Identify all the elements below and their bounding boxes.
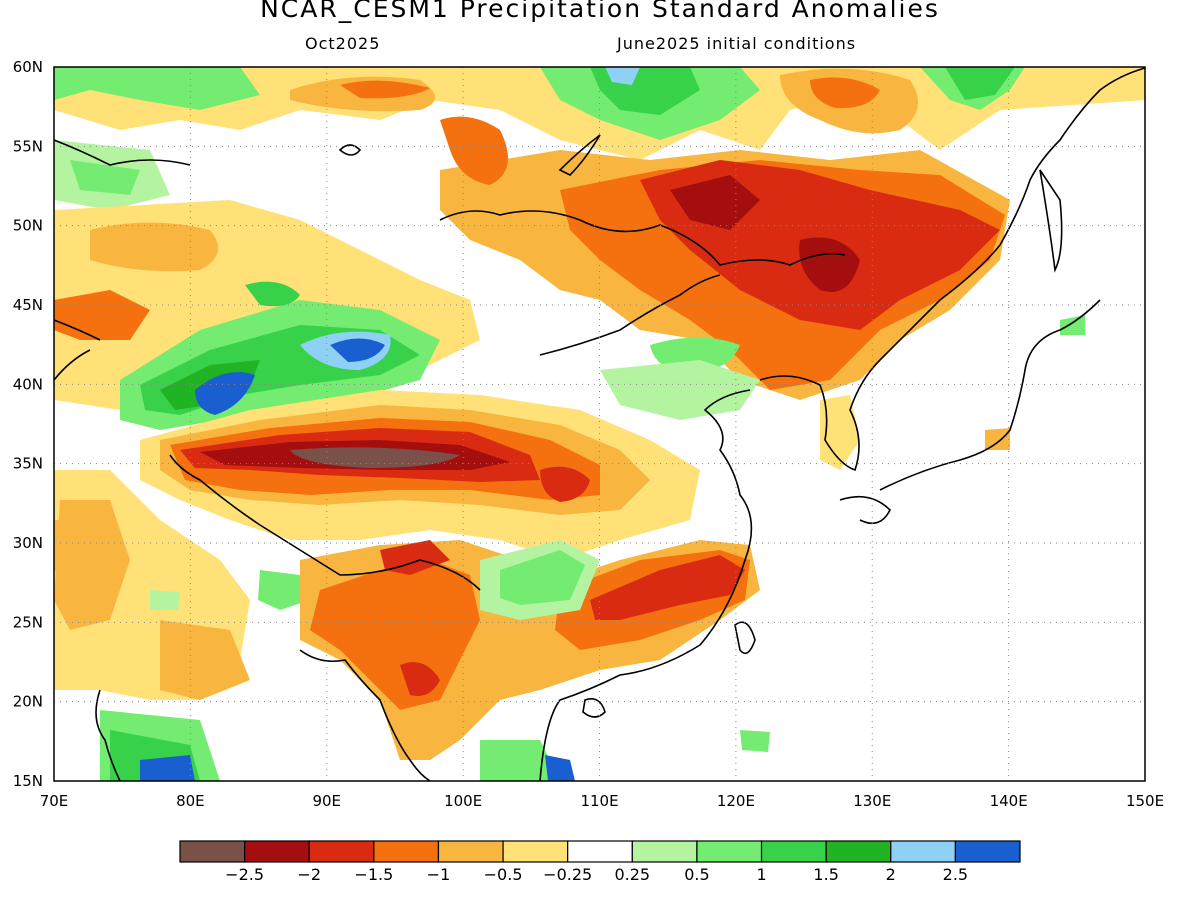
colorbar-swatch (179, 840, 246, 863)
colorbar-label: 1 (756, 865, 766, 884)
longitude-label: 110E (580, 792, 618, 810)
colorbar-label: −0.5 (484, 865, 523, 884)
colorbar-label: −2 (297, 865, 321, 884)
latitude-label: 50N (13, 217, 43, 235)
map-title: NCAR_CESM1 Precipitation Standard Anomal… (260, 0, 940, 23)
coastlines (54, 67, 1145, 781)
colorbar-label: 0.5 (684, 865, 709, 884)
colorbar-swatch (502, 840, 569, 863)
colorbar-legend: −2.5 −2 −1.5 −1 −0.5 −0.25 0.25 0.5 1 1.5 2 2.5 (179, 840, 1021, 884)
longitude-label: 130E (853, 792, 891, 810)
colorbar-swatch (825, 840, 892, 863)
latitude-label: 20N (13, 693, 43, 711)
latitude-label: 45N (13, 296, 43, 314)
colorbar-label: −1.5 (354, 865, 393, 884)
colorbar-label: 1.5 (813, 865, 838, 884)
latitude-label: 25N (13, 613, 43, 631)
initial-conditions-label: June2025 initial conditions (617, 34, 857, 53)
latitude-label: 40N (13, 375, 43, 393)
colorbar-swatch (890, 840, 956, 863)
latitude-labels: 60N 55N 50N 45N 40N 35N 30N 25N 20N 15N (13, 58, 43, 790)
colorbar-swatch (244, 840, 310, 863)
colorbar-label: 2.5 (943, 865, 968, 884)
longitude-label: 120E (717, 792, 755, 810)
colorbar-swatch (696, 840, 763, 863)
colorbar-swatch (954, 840, 1021, 863)
colorbar-label: −2.5 (225, 865, 264, 884)
latitude-label: 60N (13, 58, 43, 76)
colorbar-swatch (437, 840, 504, 863)
longitude-label: 100E (444, 792, 482, 810)
colorbar-swatch (308, 840, 375, 863)
colorbar-label: −0.25 (543, 865, 592, 884)
latitude-label: 35N (13, 455, 43, 473)
longitude-label: 140E (990, 792, 1028, 810)
longitude-label: 150E (1126, 792, 1164, 810)
anomaly-field (54, 67, 1145, 781)
colorbar-swatch (631, 840, 698, 863)
colorbar-label: 2 (886, 865, 896, 884)
latitude-label: 15N (13, 772, 43, 790)
colorbar-swatch (567, 840, 633, 863)
longitude-label: 90E (312, 792, 341, 810)
latitude-label: 55N (13, 137, 43, 155)
graticule (54, 67, 1145, 781)
latitude-label: 30N (13, 534, 43, 552)
longitude-label: 70E (40, 792, 69, 810)
longitude-label: 80E (176, 792, 205, 810)
colorbar-swatch (760, 840, 827, 863)
colorbar-label: −1 (427, 865, 451, 884)
colorbar-label: 0.25 (614, 865, 650, 884)
map-frame (53, 66, 1146, 782)
forecast-month: Oct2025 (305, 34, 381, 53)
colorbar-swatch (373, 840, 440, 863)
longitude-labels: 70E 80E 90E 100E 110E 120E 130E 140E 150E (40, 792, 1164, 810)
